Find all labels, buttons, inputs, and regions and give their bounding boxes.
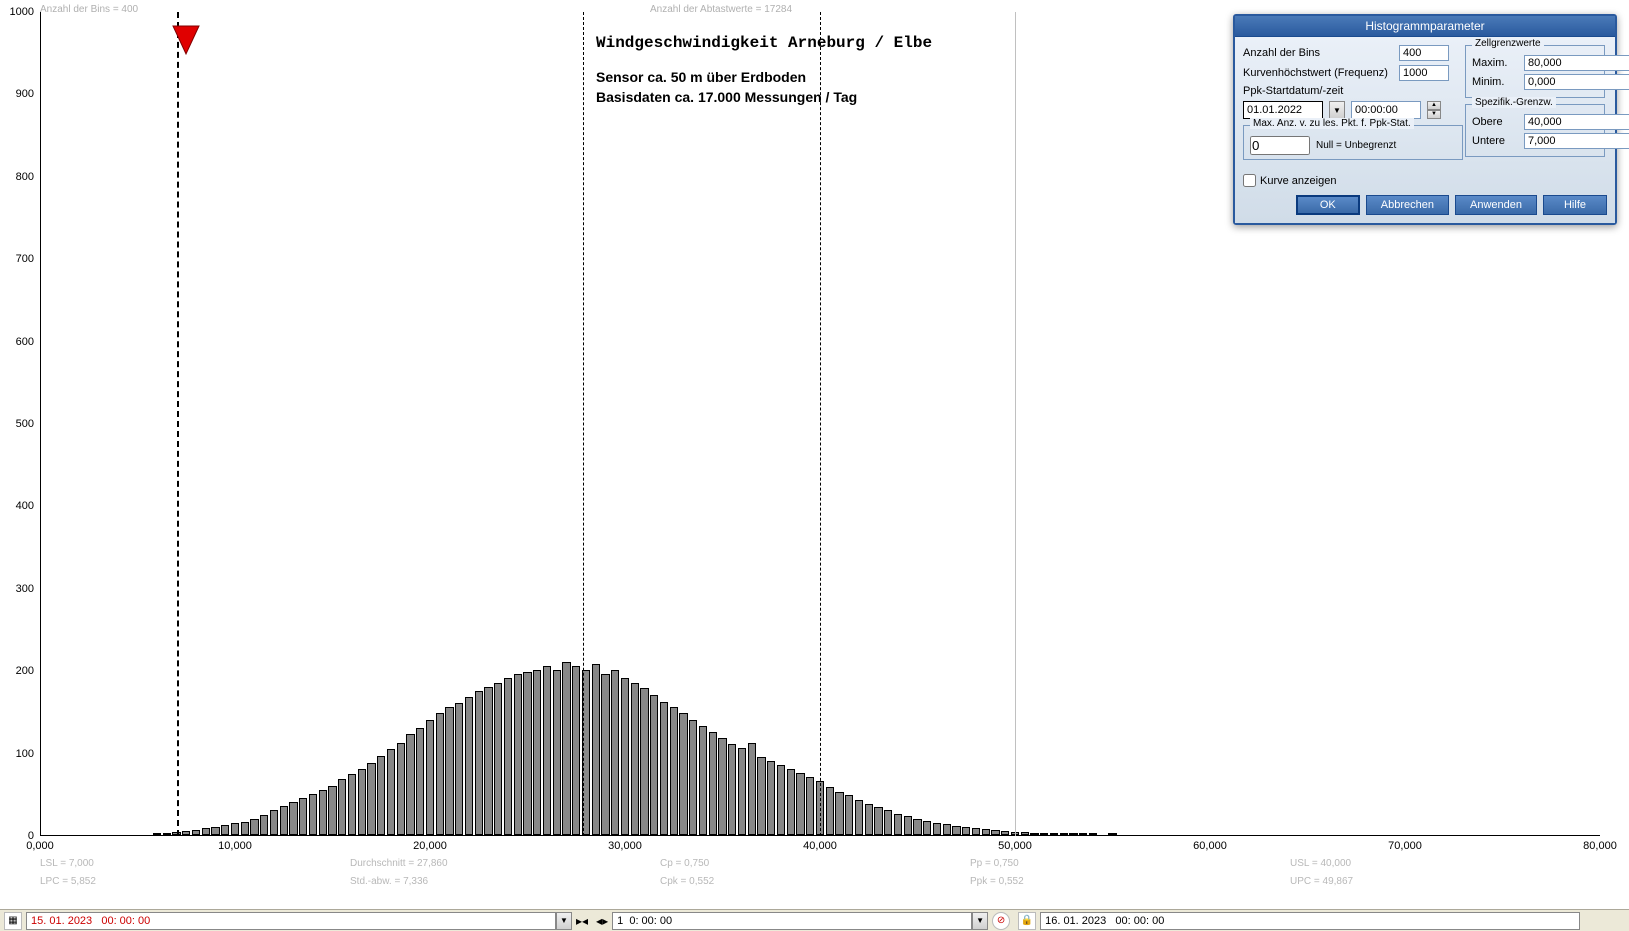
ppk-time-input[interactable] <box>1351 101 1421 119</box>
time-spinner[interactable]: ▲▼ <box>1427 101 1441 119</box>
max-points-input[interactable] <box>1250 136 1310 155</box>
freq-label: Kurvenhöchstwert (Frequenz) <box>1243 67 1393 79</box>
spec-lower-label: Untere <box>1472 135 1520 147</box>
spec-lower-input[interactable] <box>1524 133 1629 149</box>
step-back-icon[interactable]: ▸◂ <box>572 914 592 928</box>
cell-max-label: Maxim. <box>1472 57 1520 69</box>
stat-upc: UPC = 49,867 <box>1290 876 1353 887</box>
cell-max-input[interactable] <box>1524 55 1629 71</box>
apply-button[interactable]: Anwenden <box>1455 195 1537 215</box>
stat-lsl: LSL = 7,000 <box>40 858 94 869</box>
stat-ppk: Ppk = 0,552 <box>970 876 1024 887</box>
subtitle-line-1: Sensor ca. 50 m über Erdboden <box>596 68 857 88</box>
histogram-parameters-dialog: Histogrammparameter Anzahl der Bins Kurv… <box>1233 14 1617 225</box>
stat-usl: USL = 40,000 <box>1290 858 1351 869</box>
max-points-hint: Null = Unbegrenzt <box>1316 140 1396 151</box>
dialog-title: Histogrammparameter <box>1235 16 1615 37</box>
cell-min-input[interactable] <box>1524 74 1629 90</box>
date-dropdown-icon[interactable]: ▼ <box>1329 101 1345 119</box>
ppk-date-label: Ppk-Startdatum/-zeit <box>1243 85 1393 97</box>
bins-label: Anzahl der Bins <box>1243 47 1393 59</box>
subtitle-line-2: Basisdaten ca. 17.000 Messungen / Tag <box>596 88 857 108</box>
start-time-input[interactable] <box>26 912 556 930</box>
interval-dropdown-icon[interactable]: ▼ <box>972 912 988 930</box>
stop-icon[interactable]: ⊘ <box>992 912 1010 930</box>
calendar-icon[interactable]: ▦ <box>4 912 22 930</box>
y-axis: 01002003004005006007008009001000 <box>0 12 40 832</box>
stat-cpk: Cpk = 0,552 <box>660 876 714 887</box>
stat-lpc: LPC = 5,852 <box>40 876 96 887</box>
cell-limits-legend: Zellgrenzwerte <box>1472 38 1544 49</box>
stat-std: Std.-abw. = 7,336 <box>350 876 428 887</box>
chart-title: Windgeschwindigkeit Arneburg / Elbe <box>596 34 932 52</box>
cell-min-label: Minim. <box>1472 76 1520 88</box>
spec-upper-label: Obere <box>1472 116 1520 128</box>
stat-pp: Pp = 0,750 <box>970 858 1019 869</box>
help-button[interactable]: Hilfe <box>1543 195 1607 215</box>
ppk-date-input[interactable] <box>1243 101 1323 119</box>
stat-mean: Durchschnitt = 27,860 <box>350 858 448 869</box>
cancel-button[interactable]: Abbrechen <box>1366 195 1449 215</box>
interval-input[interactable] <box>612 912 972 930</box>
x-axis: 0,00010,00020,00030,00040,00050,00060,00… <box>40 836 1600 856</box>
time-toolbar: ▦ ▼ ▸◂ ◂▸ ▼ ⊘ 🔒 <box>0 909 1629 931</box>
step-fwd-icon[interactable]: ◂▸ <box>592 914 612 928</box>
start-time-dropdown-icon[interactable]: ▼ <box>556 912 572 930</box>
chart-subtitle: Sensor ca. 50 m über Erdboden Basisdaten… <box>596 68 857 107</box>
bins-input[interactable] <box>1399 45 1449 61</box>
freq-input[interactable] <box>1399 65 1449 81</box>
max-points-legend: Max. Anz. v. zu les. Pkt. f. Ppk-Stat. <box>1250 118 1414 129</box>
show-curve-label: Kurve anzeigen <box>1260 175 1336 187</box>
ok-button[interactable]: OK <box>1296 195 1360 215</box>
stat-cp: Cp = 0,750 <box>660 858 709 869</box>
spec-upper-input[interactable] <box>1524 114 1629 130</box>
cursor-marker[interactable] <box>169 24 203 63</box>
lock-icon[interactable]: 🔒 <box>1018 912 1036 930</box>
show-curve-checkbox[interactable] <box>1243 174 1256 187</box>
spec-limits-legend: Spezifik.-Grenzw. <box>1472 97 1556 108</box>
end-time-input[interactable] <box>1040 912 1580 930</box>
